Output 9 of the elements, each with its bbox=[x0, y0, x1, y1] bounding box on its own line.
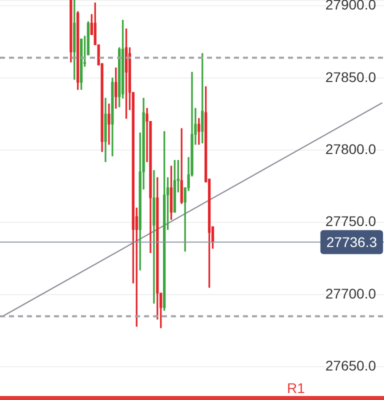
y-tick-label: 27700.0 bbox=[325, 285, 376, 302]
ref-line-label: R1 bbox=[287, 380, 306, 396]
y-tick-label: 27900.0 bbox=[325, 0, 376, 13]
ref-line-label: 27736.3 bbox=[326, 234, 378, 250]
y-tick-label: 27800.0 bbox=[325, 141, 376, 158]
y-tick-label: 27850.0 bbox=[325, 68, 376, 85]
y-tick-label: 27750.0 bbox=[325, 213, 376, 230]
y-tick-label: 27650.0 bbox=[325, 358, 376, 374]
candlestick bbox=[152, 170, 156, 304]
